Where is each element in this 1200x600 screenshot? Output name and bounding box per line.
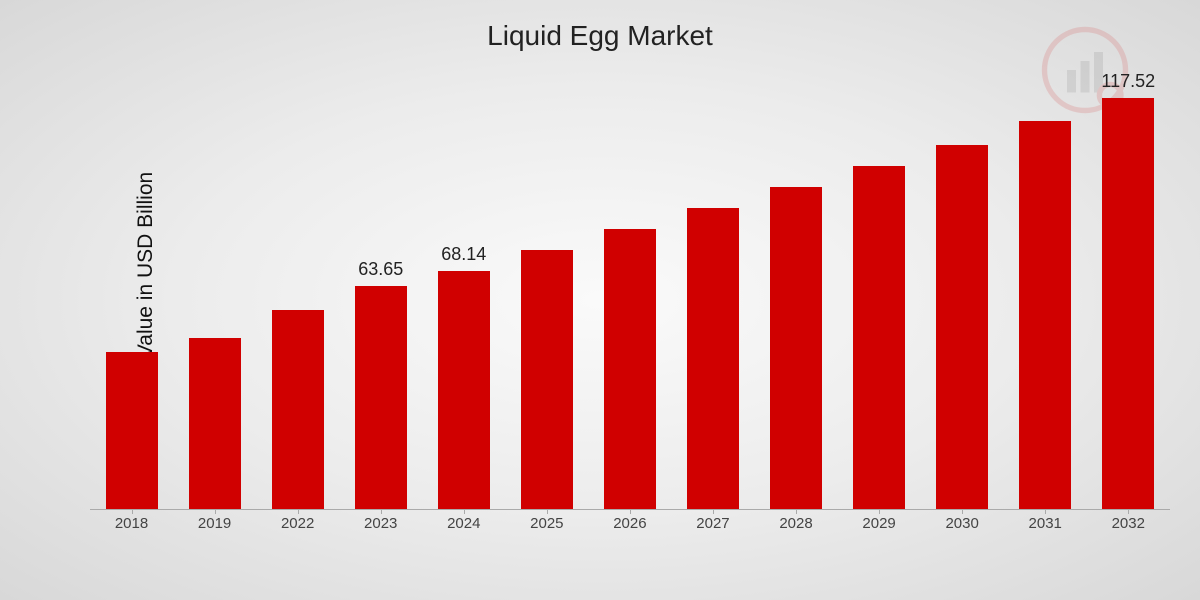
value-label: 68.14: [441, 244, 486, 265]
x-tick-label: 2023: [355, 515, 407, 532]
x-tick: [1045, 509, 1046, 514]
x-tick: [962, 509, 963, 514]
bar: [521, 250, 573, 509]
bar-wrap: [1019, 121, 1071, 510]
bar-wrap: [853, 166, 905, 509]
x-tick-label: 2032: [1102, 515, 1154, 532]
x-tick-label: 2024: [438, 515, 490, 532]
bar-wrap: [272, 310, 324, 510]
value-label: 63.65: [358, 259, 403, 280]
plot-area: 63.65 68.14 117.52: [90, 90, 1170, 510]
bar: [687, 208, 739, 509]
x-tick: [132, 509, 133, 514]
bar: [272, 310, 324, 510]
x-tick-label: 2031: [1019, 515, 1071, 532]
x-tick: [713, 509, 714, 514]
bar-wrap: [687, 208, 739, 509]
bar-wrap: [106, 352, 158, 510]
bar-wrap: 68.14: [438, 271, 490, 509]
x-tick: [298, 509, 299, 514]
value-label: 117.52: [1101, 71, 1155, 92]
bar: [1019, 121, 1071, 510]
bar: [189, 338, 241, 510]
bar-wrap: [936, 145, 988, 509]
bar-container: 63.65 68.14 117.52: [90, 90, 1170, 509]
x-axis-labels: 2018 2019 2022 2023 2024 2025 2026 2027 2028 2029…: [90, 515, 1170, 532]
bar-wrap: [521, 250, 573, 509]
x-tick: [630, 509, 631, 514]
x-tick-label: 2022: [272, 515, 324, 532]
x-tick-label: 2030: [936, 515, 988, 532]
bar-wrap: [770, 187, 822, 509]
x-tick: [215, 509, 216, 514]
x-tick: [1128, 509, 1129, 514]
bar: [438, 271, 490, 509]
bar: [1102, 98, 1154, 509]
x-tick-label: 2028: [770, 515, 822, 532]
bar-wrap: [604, 229, 656, 509]
x-tick: [879, 509, 880, 514]
x-tick-label: 2019: [189, 515, 241, 532]
x-tick: [381, 509, 382, 514]
x-tick-label: 2026: [604, 515, 656, 532]
bar: [355, 286, 407, 509]
bar-wrap: [189, 338, 241, 510]
chart-title: Liquid Egg Market: [0, 20, 1200, 52]
bar-wrap: 117.52: [1102, 98, 1154, 509]
x-tick: [547, 509, 548, 514]
bar: [936, 145, 988, 509]
x-tick: [796, 509, 797, 514]
bar-wrap: 63.65: [355, 286, 407, 509]
x-tick-label: 2025: [521, 515, 573, 532]
bar: [604, 229, 656, 509]
bar: [770, 187, 822, 509]
bar: [853, 166, 905, 509]
x-tick: [464, 509, 465, 514]
bar: [106, 352, 158, 510]
x-tick-label: 2018: [106, 515, 158, 532]
x-tick-label: 2029: [853, 515, 905, 532]
x-tick-label: 2027: [687, 515, 739, 532]
